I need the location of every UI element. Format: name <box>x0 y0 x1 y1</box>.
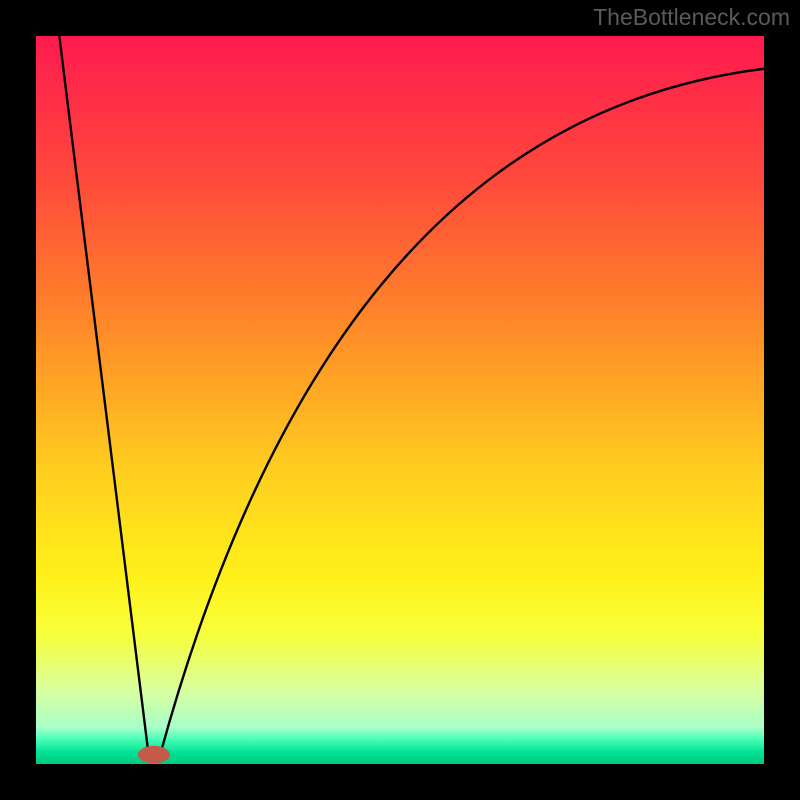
watermark-text: TheBottleneck.com <box>593 4 790 31</box>
chart-svg <box>0 0 800 800</box>
optimal-point-marker <box>138 746 170 763</box>
chart-container: TheBottleneck.com <box>0 0 800 800</box>
plot-background <box>36 36 764 764</box>
